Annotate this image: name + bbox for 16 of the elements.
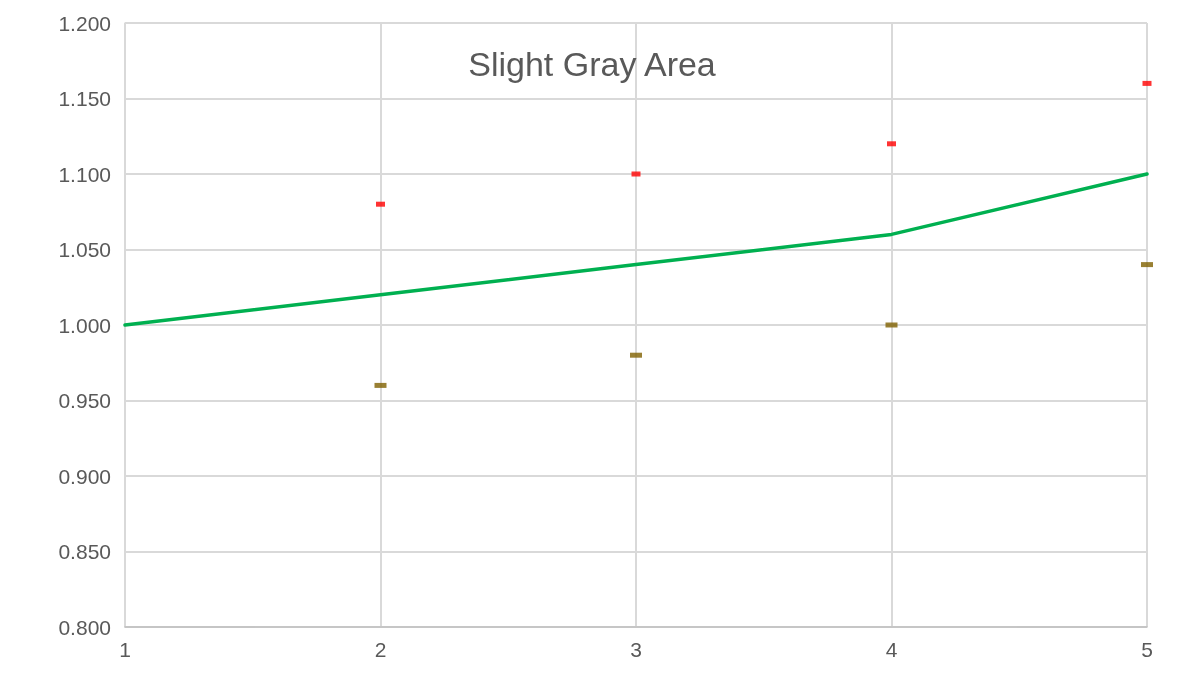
x-tick-label: 5 xyxy=(1141,638,1153,661)
y-tick-label: 1.150 xyxy=(58,87,111,110)
x-tick-label: 3 xyxy=(630,638,642,661)
x-tick-label: 2 xyxy=(374,638,387,661)
y-tick-label: 1.100 xyxy=(58,162,111,186)
y-tick-label: 0.950 xyxy=(58,389,111,412)
text: Slight Gray Area xyxy=(468,45,716,83)
y-tick-label: 1.050 xyxy=(58,238,111,261)
y-tick-label: 0.900 xyxy=(58,464,111,488)
x-tick-label: 4 xyxy=(885,638,898,661)
x-tick-label: 1 xyxy=(119,638,131,661)
y-tick-label: 1.000 xyxy=(58,313,111,337)
y-tick-label: 1.200 xyxy=(58,11,111,35)
y-tick-label: 0.800 xyxy=(58,615,111,639)
y-tick-label: 0.850 xyxy=(58,540,111,563)
line-series xyxy=(123,172,1149,327)
